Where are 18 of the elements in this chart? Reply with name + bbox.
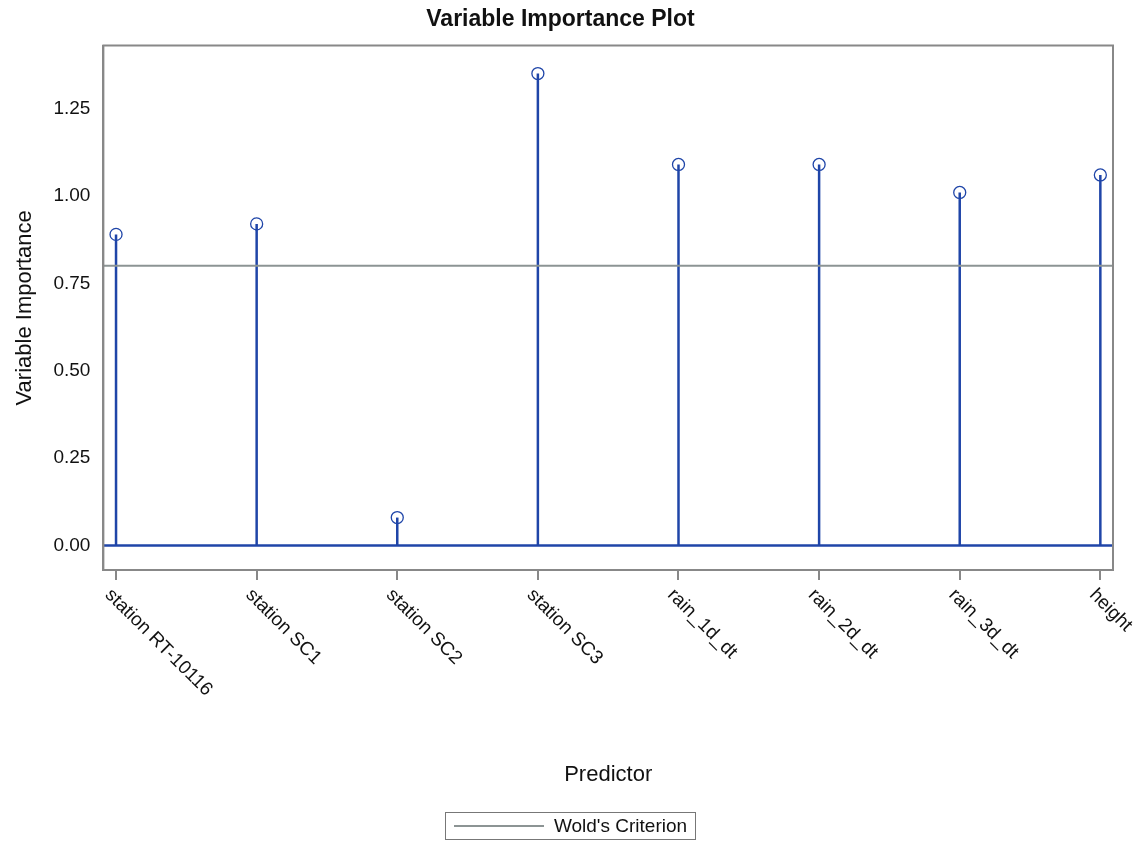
point: [109, 227, 123, 242]
legend-label: Wold's Criterion: [553, 815, 688, 837]
point: [671, 157, 686, 172]
point: [1093, 168, 1107, 182]
y-axis-title: Variable Importance: [11, 210, 37, 406]
point: [531, 66, 545, 81]
y-tick-label: 0.75: [53, 271, 91, 293]
point: [390, 510, 404, 525]
y-tick-label: 1.00: [53, 184, 91, 206]
y-tick-label: 0.50: [53, 358, 91, 380]
point: [250, 217, 264, 231]
chart-title: Variable Importance Plot: [426, 5, 696, 32]
y-tick-label: 0.25: [53, 446, 91, 468]
point: [812, 157, 826, 172]
point: [953, 185, 967, 200]
x-axis-title: Predictor: [564, 761, 653, 787]
y-tick-label: 1.25: [53, 96, 91, 118]
y-tick-label: 0.00: [53, 533, 91, 555]
